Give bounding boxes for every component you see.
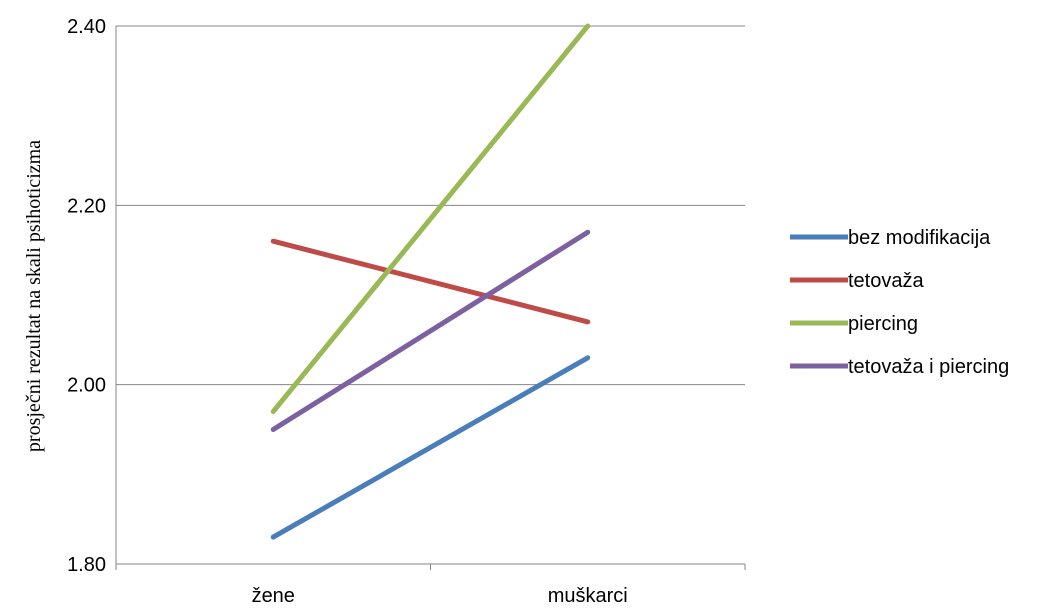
x-tick-label: muškarci — [548, 585, 628, 607]
axes: 1.80 2.00 2.20 2.40 žene muškarci — [67, 16, 746, 607]
gridlines — [116, 25, 745, 386]
series-line-3 — [270, 229, 591, 432]
legend-label: bez modifikacija — [848, 227, 991, 249]
legend-label: tetovaža — [848, 270, 924, 292]
y-tick-label: 2.40 — [67, 16, 106, 38]
y-tick-label: 2.20 — [67, 195, 106, 217]
x-tick-label: žene — [252, 585, 295, 607]
legend: bez modifikacija tetovaža piercing tetovaža… — [790, 227, 1009, 378]
y-tick-label: 2.00 — [67, 375, 106, 397]
y-tick-label: 1.80 — [67, 554, 106, 576]
legend-label: tetovaža i piercing — [848, 356, 1009, 378]
series-line-1 — [270, 238, 591, 325]
y-axis-title: prosječni rezultat na skali psihoticizma — [23, 140, 45, 452]
series-lines — [270, 23, 591, 540]
legend-label: piercing — [848, 313, 918, 335]
series-line-0 — [270, 355, 591, 540]
series-line-2 — [270, 23, 591, 415]
